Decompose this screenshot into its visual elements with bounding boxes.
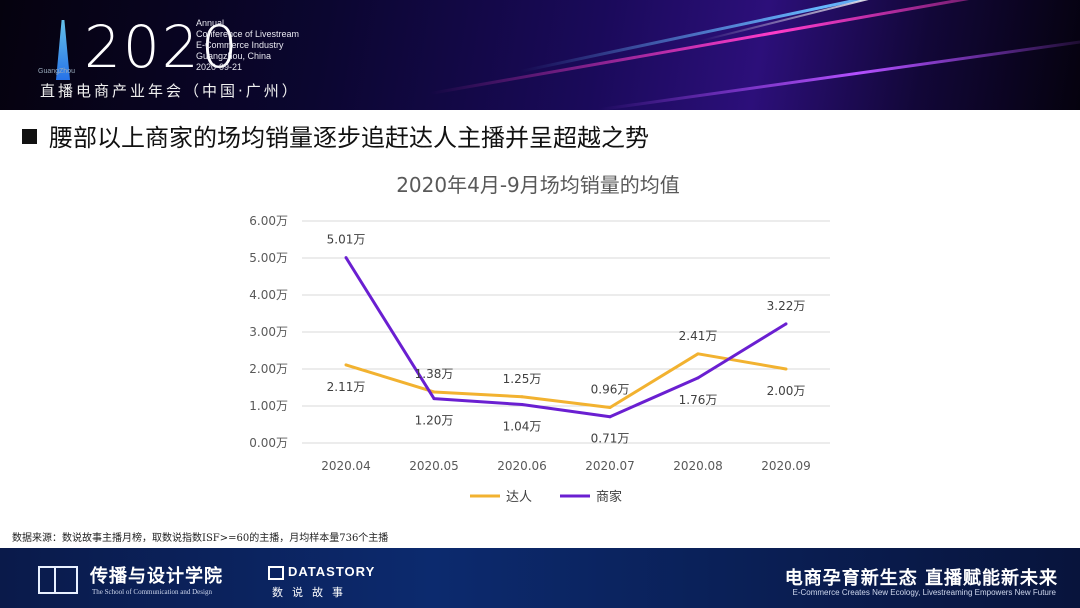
slide-heading-text: 腰部以上商家的场均销量逐步追赶达人主播并呈超越之势 (49, 124, 649, 152)
city-label: GuangZhou (38, 68, 75, 75)
data-source-note: 数据来源：数说故事主播月榜，取数说指数ISF>=60的主播，月均样本量736个主… (12, 533, 389, 544)
data-point (608, 415, 612, 419)
data-label: 2.11万 (327, 380, 366, 394)
y-tick-label: 2.00万 (249, 362, 288, 376)
data-point (432, 397, 436, 401)
data-point (520, 395, 524, 399)
conference-date: 2020-09-21 (196, 62, 243, 72)
data-labels: 2.11万 5.01万 1.38万 1.20万 1.25万 1.04万 0.96万 0.71万… (327, 233, 806, 446)
footer-slogan: 电商孕育新生态 直播赋能新未来 (784, 568, 1058, 589)
legend-label: 商家 (596, 489, 622, 505)
x-tick-label: 2020.09 (761, 459, 811, 473)
data-point (344, 256, 348, 260)
y-tick-label: 4.00万 (249, 288, 288, 302)
data-label: 1.20万 (415, 414, 454, 428)
data-point (696, 376, 700, 380)
conference-info-line: E-Commerce Industry (196, 40, 284, 50)
school-name: 传播与设计学院 (90, 566, 223, 587)
chart-title: 2020年4月-9月场均销量的均值 (396, 173, 680, 197)
conference-year: 2020 (84, 13, 240, 81)
y-tick-label: 5.00万 (249, 251, 288, 265)
legend-label: 达人 (506, 490, 532, 505)
x-tick-label: 2020.05 (409, 459, 459, 473)
chart-legend: 达人 商家 (470, 489, 622, 505)
line-chart: 2020年4月-9月场均销量的均值 0.00万 1.00万 2.00万 3.00万 4.… (249, 173, 830, 505)
y-tick-label: 0.00万 (249, 436, 288, 450)
data-label: 3.22万 (767, 299, 806, 313)
datastory-name: DATASTORY (288, 564, 376, 579)
series-line-商家 (344, 256, 787, 419)
data-point (344, 363, 348, 367)
chart-gridlines (302, 220, 830, 444)
conference-logo: GuangZhou 2020 Annual Conference of Live… (36, 14, 376, 104)
conference-banner: GuangZhou 2020 Annual Conference of Live… (0, 0, 1080, 110)
data-label: 1.04万 (503, 420, 542, 434)
school-english-name: The School of Communication and Design (92, 588, 212, 596)
slide-heading: 腰部以上商家的场均销量逐步追赶达人主播并呈超越之势 (22, 118, 649, 153)
series-line-达人 (345, 352, 787, 409)
y-tick-label: 3.00万 (249, 325, 288, 339)
data-label: 0.96万 (591, 382, 630, 396)
data-label: 1.76万 (679, 393, 718, 407)
data-point (432, 390, 436, 394)
footer-banner: 传播与设计学院 The School of Communication and … (0, 548, 1080, 608)
y-tick-label: 1.00万 (249, 399, 288, 413)
x-tick-label: 2020.07 (585, 459, 635, 473)
square-bullet-icon (22, 129, 37, 144)
data-label: 5.01万 (327, 233, 366, 247)
conference-info-line: Conference of Livestream (196, 29, 300, 39)
conference-info: Annual Conference of Livestream E-Commer… (196, 18, 299, 73)
conference-cn-name: 直播电商产业年会（中国·广州） (40, 82, 300, 100)
chart-series (344, 256, 788, 419)
banner-light-streak (429, 0, 1080, 95)
banner-light-streak (599, 35, 1080, 110)
x-tick-label: 2020.04 (321, 459, 371, 473)
data-point (784, 322, 788, 326)
data-point (784, 367, 788, 371)
x-tick-label: 2020.08 (673, 459, 723, 473)
data-label: 2.00万 (767, 384, 806, 398)
y-axis-ticks: 0.00万 1.00万 2.00万 3.00万 4.00万 5.00万 6.00万 (249, 214, 288, 450)
data-label: 0.71万 (591, 432, 630, 446)
school-logo-icon (38, 566, 78, 594)
footer-slogan-english: E-Commerce Creates New Ecology, Livestre… (792, 588, 1057, 597)
data-point (696, 352, 700, 356)
datastory-cn-name: 数说故事 (272, 586, 352, 599)
datastory-logo-icon (268, 566, 284, 580)
conference-info-line: Guangzhou, China (196, 51, 272, 61)
x-tick-label: 2020.06 (497, 459, 547, 473)
data-point (608, 405, 612, 409)
data-label: 1.25万 (503, 372, 542, 386)
data-point (520, 403, 524, 407)
y-tick-label: 6.00万 (249, 214, 288, 228)
conference-info-line: Annual (196, 18, 225, 28)
data-label: 2.41万 (679, 329, 718, 343)
x-axis-ticks: 2020.04 2020.05 2020.06 2020.07 2020.08 2020.… (321, 459, 811, 473)
data-label: 1.38万 (415, 367, 454, 381)
